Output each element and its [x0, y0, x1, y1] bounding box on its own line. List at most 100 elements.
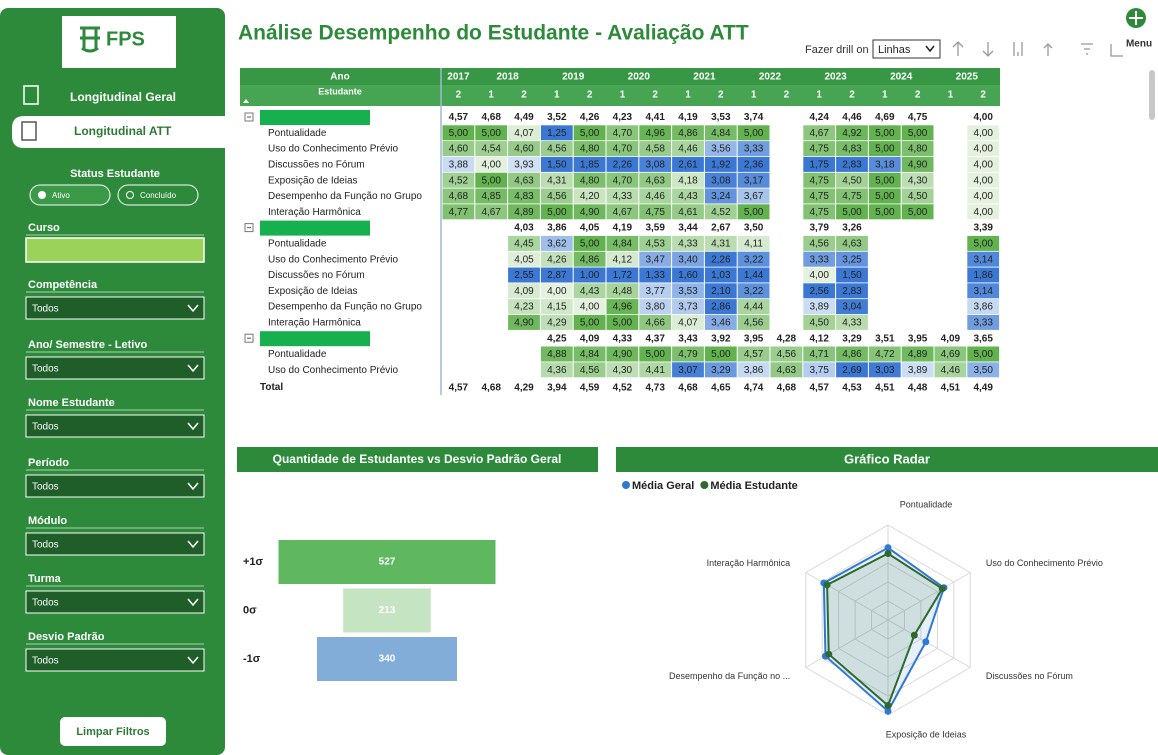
filter-dropdown[interactable] [25, 356, 205, 380]
heat-cell [803, 346, 836, 362]
axis-line [805, 572, 889, 621]
filter-label: Desvio Padrão [28, 631, 105, 643]
heat-cell [967, 251, 1000, 267]
cell-value: 5,00 [973, 239, 993, 250]
arrow-up[interactable] [952, 41, 964, 56]
heat-cell [967, 188, 1000, 204]
cell-value: 4,23 [613, 112, 633, 123]
cell-value: 4,48 [613, 286, 633, 297]
filter-dropdown[interactable] [25, 474, 205, 498]
heat-cell [704, 267, 737, 283]
filter-dropdown[interactable] [25, 532, 205, 556]
cell-value: 2,55 [514, 270, 534, 281]
cell-value: 4,60 [449, 144, 469, 155]
expand[interactable] [1043, 43, 1053, 56]
heat-cell [672, 156, 704, 172]
cell-value: 4,68 [481, 383, 501, 394]
heat-cell [737, 204, 770, 220]
drill-all[interactable] [1013, 42, 1023, 56]
cell-value: 3,18 [875, 160, 895, 171]
heat-cell [704, 156, 737, 172]
heat-cell [573, 125, 606, 141]
cell-value: 4,30 [908, 175, 928, 186]
cell-value: 4,53 [645, 239, 665, 250]
chart-title: Quantidade de Estudantes vs Desvio Padrã… [273, 452, 562, 466]
cell-value: 4,69 [941, 349, 961, 360]
cell-value: 3,59 [645, 223, 665, 234]
filter-dropdown[interactable] [25, 590, 205, 614]
filter-icon[interactable] [1081, 43, 1093, 55]
cell-value: 3,44 [678, 223, 698, 234]
focus-icon[interactable] [1110, 44, 1123, 57]
heat-cell [606, 314, 639, 330]
cell-value: 4,30 [613, 365, 633, 376]
cell-value: 4,96 [613, 302, 633, 313]
chevron [187, 482, 199, 491]
filter-dropdown[interactable] [25, 237, 205, 263]
row-label: Uso do Conhecimento Prévio [268, 365, 399, 376]
heat-cell [573, 172, 606, 188]
cell-value: 4,75 [842, 191, 862, 202]
heat-cell [803, 267, 836, 283]
row-label: Exposição de Ideias [268, 175, 358, 186]
heat-cell [737, 125, 770, 141]
heat-cell [868, 125, 901, 141]
cell-value: 4,84 [711, 128, 731, 139]
cell-value: 2,67 [711, 223, 731, 234]
cell-value: 2,69 [842, 365, 862, 376]
cell-value: 4,89 [908, 349, 928, 360]
arrow-down[interactable] [982, 42, 994, 57]
row-label: Discussões no Fórum [268, 160, 365, 171]
cell-value: 4,69 [875, 112, 895, 123]
status-option[interactable] [117, 184, 199, 206]
filter-value: Todos [32, 656, 59, 667]
heat-cell [672, 267, 704, 283]
cell-value: 4,67 [809, 128, 829, 139]
cell-value: 3,29 [842, 333, 862, 344]
status-option[interactable] [29, 184, 111, 206]
heat-cell [540, 314, 573, 330]
chevron [187, 598, 199, 607]
heat-cell [672, 235, 704, 251]
chart-title: Gráfico Radar [844, 451, 930, 466]
year-label: 2024 [890, 72, 913, 83]
cell-value: 4,52 [711, 207, 731, 218]
radar-point [884, 702, 892, 709]
cell-value: 4,51 [875, 383, 895, 394]
heat-cell [704, 314, 737, 330]
year-label: 2020 [628, 72, 651, 83]
filter-dropdown[interactable] [25, 296, 205, 320]
heat-cell [639, 251, 672, 267]
status-title: Status Estudante [70, 168, 160, 180]
cell-value: 1,92 [711, 160, 731, 171]
heat-cell [868, 188, 901, 204]
heat-cell [540, 283, 573, 299]
radar-point [825, 650, 833, 658]
semester-label: 2 [587, 90, 593, 101]
cell-value: 4,70 [613, 175, 633, 186]
cell-value: 4,29 [547, 318, 567, 329]
heat-cell [803, 204, 836, 220]
cell-value: 4,50 [842, 175, 862, 186]
heat-cell [803, 141, 836, 157]
clear-button[interactable] [60, 717, 166, 746]
heat-cell [901, 172, 934, 188]
drill-select[interactable] [872, 39, 941, 59]
heat-cell [606, 267, 639, 283]
heat-cell [639, 156, 672, 172]
filter-label: Nome Estudante [28, 397, 115, 409]
panel-title-bar [237, 447, 598, 472]
nav-item-active[interactable] [12, 116, 225, 148]
cell-value: 4,68 [481, 112, 501, 123]
heat-cell [836, 283, 868, 299]
cell-value: 4,07 [514, 128, 534, 139]
heat-cell [672, 172, 704, 188]
cell-value: 4,03 [514, 223, 534, 234]
heat-cell [836, 188, 868, 204]
filter-dropdown[interactable] [25, 414, 205, 438]
cell-value: 1,03 [711, 270, 731, 281]
filter-dropdown[interactable] [25, 648, 205, 672]
heat-cell [606, 235, 639, 251]
heat-cell [737, 283, 770, 299]
cell-value: 2,87 [547, 270, 567, 281]
